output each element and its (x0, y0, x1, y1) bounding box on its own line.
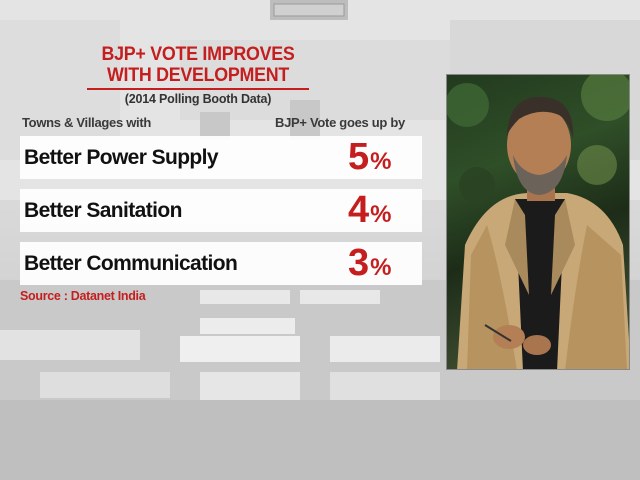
value-unit: % (370, 148, 392, 175)
value-unit: % (370, 254, 392, 281)
row-label: Better Communication (24, 252, 238, 275)
left-column-header: Towns & Villages with (22, 115, 152, 130)
row-value: 3% (348, 242, 391, 289)
row-label: Better Power Supply (24, 146, 219, 169)
row-label: Better Sanitation (24, 199, 182, 222)
graphic-subtitle: (2014 Polling Booth Data) (124, 92, 272, 106)
value-unit: % (370, 201, 392, 228)
value-number: 3 (348, 242, 370, 284)
right-column-header: BJP+ Vote goes up by (275, 115, 405, 130)
data-row-communication: Better Communication 3% (20, 242, 422, 285)
source-credit: Source : Datanet India (20, 289, 146, 303)
value-number: 5 (348, 136, 370, 178)
row-value: 5% (348, 136, 391, 183)
value-number: 4 (348, 189, 370, 231)
presenter-photo (446, 74, 630, 370)
title-underline (87, 88, 309, 90)
graphic-title-block: BJP+ VOTE IMPROVES WITH DEVELOPMENT (201… (84, 44, 312, 106)
title-line-2: WITH DEVELOPMENT (106, 65, 290, 86)
title-line-1: BJP+ VOTE IMPROVES (101, 44, 295, 65)
row-value: 4% (348, 189, 391, 236)
data-row-sanitation: Better Sanitation 4% (20, 189, 422, 232)
data-row-power-supply: Better Power Supply 5% (20, 136, 422, 179)
